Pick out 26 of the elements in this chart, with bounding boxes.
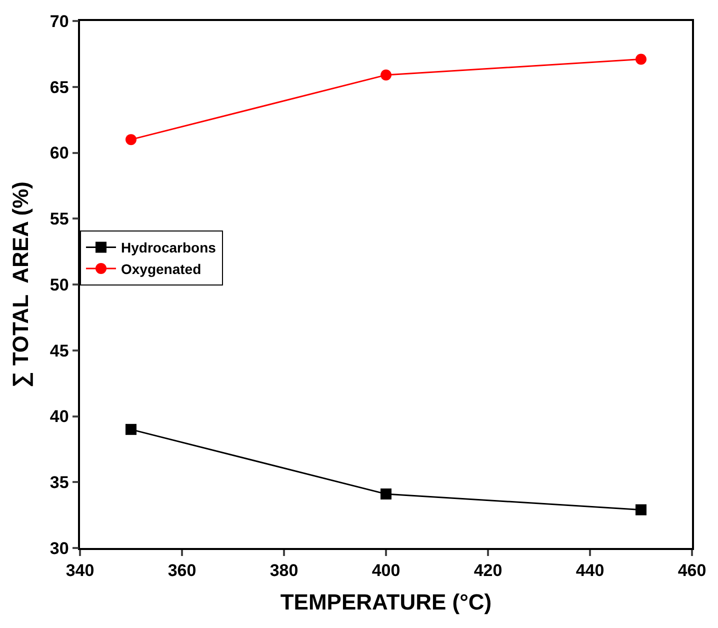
point [636,504,646,516]
y-tick-label: 55 [50,210,69,229]
y-tick-label: 65 [50,78,69,97]
y-tick-label: 35 [50,473,69,492]
y-tick-label: 30 [50,538,69,558]
x-tick-label: 380 [270,561,298,580]
y-tick-label: 70 [50,12,69,31]
point [380,488,392,500]
legend-label: Hydrocarbons [121,240,216,256]
y-tick-label: 50 [50,275,69,294]
point [126,134,136,146]
x-tick-label: 420 [474,561,502,580]
x-tick-label: 340 [66,561,94,580]
x-tick-label: 360 [168,561,196,580]
x-tick-label: 400 [372,561,400,580]
point [380,70,392,81]
legend-label: Oxygenated [121,260,202,277]
x-tick-label: 440 [576,561,604,580]
point [636,54,646,65]
y-axis-title: ∑ TOTAL AREA (%) [8,182,34,388]
x-tick-label: 460 [678,561,706,580]
y-tick-label: 60 [50,144,69,163]
x-axis-title: TEMPERATURE (°C) [280,590,492,615]
y-tick-label: 45 [50,341,69,360]
point [126,424,136,435]
y-tick-label: 40 [50,407,69,426]
